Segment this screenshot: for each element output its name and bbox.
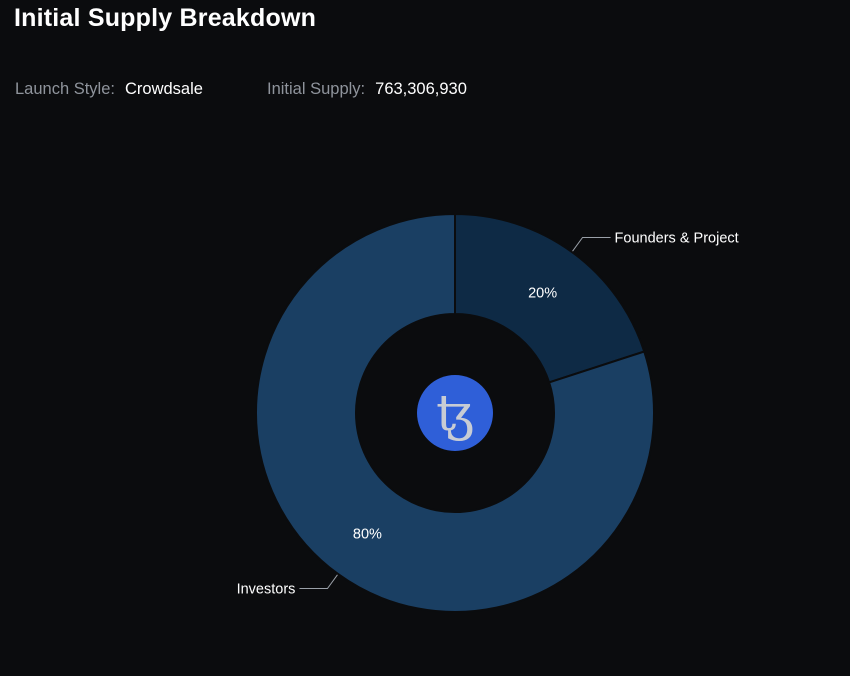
launch-style-label: Launch Style: xyxy=(15,80,115,98)
launch-style-value: Crowdsale xyxy=(124,80,203,98)
category-label-investors: Investors xyxy=(237,582,296,598)
category-label-founders-project: Founders & Project xyxy=(615,230,739,246)
percent-label-investors: 80% xyxy=(353,527,382,543)
page-title: Initial Supply Breakdown xyxy=(14,4,317,32)
launch-style: Launch Style: Crowdsale xyxy=(15,80,203,99)
percent-label-founders-project: 20% xyxy=(528,285,557,301)
initial-supply: Initial Supply: 763,306,930 xyxy=(267,80,467,99)
svg-text:ꜩ: ꜩ xyxy=(436,384,474,442)
initial-supply-label: Initial Supply: xyxy=(267,80,366,98)
leader-line-founders-project xyxy=(572,236,611,252)
tezos-logo-icon: ꜩ xyxy=(417,375,493,451)
slice-investors[interactable] xyxy=(255,212,655,613)
slice-founders-project[interactable] xyxy=(454,212,646,384)
initial-supply-value: 763,306,930 xyxy=(375,80,467,98)
leader-line-investors xyxy=(299,574,338,590)
